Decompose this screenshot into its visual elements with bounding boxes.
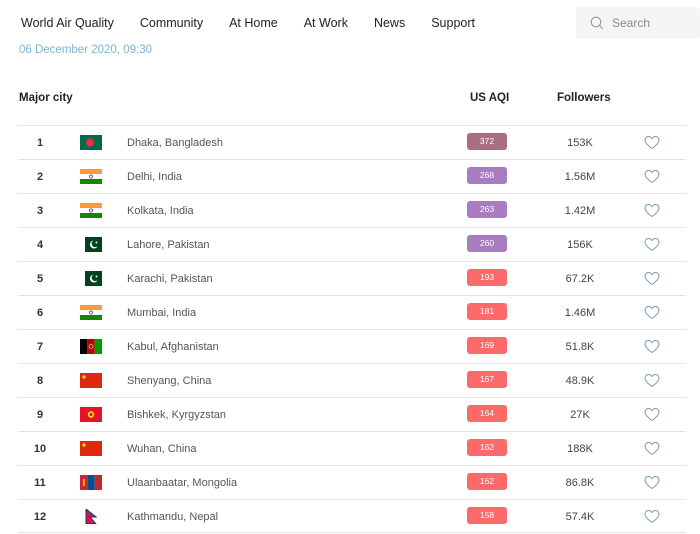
table-row[interactable]: 3 Kolkata, India 263 1.42M: [18, 193, 686, 227]
aqi-badge: 260: [467, 235, 507, 252]
afghanistan-flag-icon: [80, 339, 102, 354]
heart-icon[interactable]: [644, 407, 660, 422]
search-icon: [590, 16, 604, 30]
city-name[interactable]: Kabul, Afghanistan: [127, 341, 219, 353]
city-name[interactable]: Dhaka, Bangladesh: [127, 137, 224, 149]
followers-count: 153K: [567, 137, 593, 149]
table-row[interactable]: 7 Kabul, Afghanistan 169 51.8K: [18, 329, 686, 363]
city-name[interactable]: Mumbai, India: [127, 307, 197, 319]
city-name[interactable]: Kathmandu, Nepal: [127, 511, 219, 523]
aqi-badge: 167: [467, 371, 507, 388]
aqi-badge: 372: [467, 133, 507, 150]
rank: 10: [33, 443, 47, 455]
aqi-badge: 268: [467, 167, 507, 184]
rank: 12: [33, 511, 47, 523]
city-name[interactable]: Shenyang, China: [127, 375, 212, 387]
mongolia-flag-icon: [80, 475, 102, 490]
followers-count: 1.42M: [564, 205, 596, 217]
heart-icon[interactable]: [644, 169, 660, 184]
table-row[interactable]: 9 Bishkek, Kyrgyzstan 164 27K: [18, 397, 686, 431]
nav-at-work[interactable]: At Work: [303, 16, 348, 30]
heart-icon[interactable]: [644, 305, 660, 320]
search-placeholder: Search: [612, 16, 651, 30]
rank: 1: [36, 137, 44, 149]
nav-community[interactable]: Community: [139, 16, 204, 30]
search-input[interactable]: Search: [576, 7, 700, 39]
india-flag-icon: [80, 305, 102, 320]
city-name[interactable]: Karachi, Pakistan: [127, 273, 213, 285]
heart-icon[interactable]: [644, 441, 660, 456]
aqi-badge: 158: [467, 507, 507, 524]
heart-icon[interactable]: [644, 135, 660, 150]
city-ranking-table: 1 Dhaka, Bangladesh 372 153K 2 Delhi, In…: [18, 125, 686, 533]
aqi-badge: 263: [467, 201, 507, 218]
heart-icon[interactable]: [644, 475, 660, 490]
heart-icon[interactable]: [644, 373, 660, 388]
city-name[interactable]: Kolkata, India: [127, 205, 194, 217]
header-major-city: Major city: [19, 92, 73, 104]
followers-count: 27K: [570, 409, 590, 421]
timestamp: 06 December 2020, 09:30: [19, 44, 152, 56]
city-name[interactable]: Wuhan, China: [127, 443, 197, 455]
city-name[interactable]: Lahore, Pakistan: [127, 239, 210, 251]
nav-at-home[interactable]: At Home: [229, 16, 278, 30]
followers-count: 57.4K: [565, 511, 595, 523]
china-flag-icon: [80, 373, 102, 388]
nepal-flag-icon: [85, 509, 98, 524]
india-flag-icon: [80, 169, 102, 184]
rank: 6: [36, 307, 44, 319]
city-name[interactable]: Ulaanbaatar, Mongolia: [127, 477, 238, 489]
table-row[interactable]: 8 Shenyang, China 167 48.9K: [18, 363, 686, 397]
table-row[interactable]: 6 Mumbai, India 181 1.46M: [18, 295, 686, 329]
followers-count: 67.2K: [565, 273, 595, 285]
rank: 4: [36, 239, 44, 251]
city-name[interactable]: Delhi, India: [127, 171, 183, 183]
table-row[interactable]: 2 Delhi, India 268 1.56M: [18, 159, 686, 193]
rank: 11: [34, 477, 46, 489]
city-name[interactable]: Bishkek, Kyrgyzstan: [127, 409, 227, 421]
followers-count: 48.9K: [565, 375, 595, 387]
heart-icon[interactable]: [644, 339, 660, 354]
aqi-badge: 164: [467, 405, 507, 422]
heart-icon[interactable]: [644, 237, 660, 252]
aqi-badge: 162: [467, 473, 507, 490]
table-row[interactable]: 1 Dhaka, Bangladesh 372 153K: [18, 125, 686, 159]
nav-world-air-quality[interactable]: World Air Quality: [21, 16, 114, 30]
table-row[interactable]: 5 Karachi, Pakistan 193 67.2K: [18, 261, 686, 295]
aqi-badge: 169: [467, 337, 507, 354]
table-row[interactable]: 4 Lahore, Pakistan 260 156K: [18, 227, 686, 261]
header-us-aqi: US AQI: [470, 92, 510, 104]
aqi-badge: 162: [467, 439, 507, 456]
header-followers: Followers: [557, 92, 611, 104]
pakistan-flag-icon: [80, 237, 102, 252]
table-row[interactable]: 10 Wuhan, China 162 188K: [18, 431, 686, 465]
china-flag-icon: [80, 441, 102, 456]
heart-icon[interactable]: [644, 271, 660, 286]
followers-count: 51.8K: [565, 341, 595, 353]
nav-support[interactable]: Support: [431, 16, 475, 30]
aqi-badge: 181: [467, 303, 507, 320]
followers-count: 1.46M: [564, 307, 596, 319]
table-row[interactable]: 11 Ulaanbaatar, Mongolia 162 86.8K: [18, 465, 686, 499]
kyrgyzstan-flag-icon: [80, 407, 102, 422]
india-flag-icon: [80, 203, 102, 218]
heart-icon[interactable]: [644, 203, 660, 218]
followers-count: 188K: [567, 443, 593, 455]
rank: 3: [36, 205, 44, 217]
followers-count: 86.8K: [565, 477, 595, 489]
rank: 8: [36, 375, 44, 387]
rank: 2: [36, 171, 44, 183]
nav-news[interactable]: News: [373, 16, 406, 30]
top-nav: World Air Quality Community At Home At W…: [21, 16, 501, 30]
rank: 9: [36, 409, 44, 421]
followers-count: 1.56M: [564, 171, 596, 183]
heart-icon[interactable]: [644, 509, 660, 524]
rank: 7: [36, 341, 44, 353]
pakistan-flag-icon: [80, 271, 102, 286]
table-row[interactable]: 12 Kathmandu, Nepal 158 57.4K: [18, 499, 686, 533]
aqi-badge: 193: [467, 269, 507, 286]
rank: 5: [36, 273, 44, 285]
bangladesh-flag-icon: [80, 135, 102, 150]
followers-count: 156K: [567, 239, 593, 251]
